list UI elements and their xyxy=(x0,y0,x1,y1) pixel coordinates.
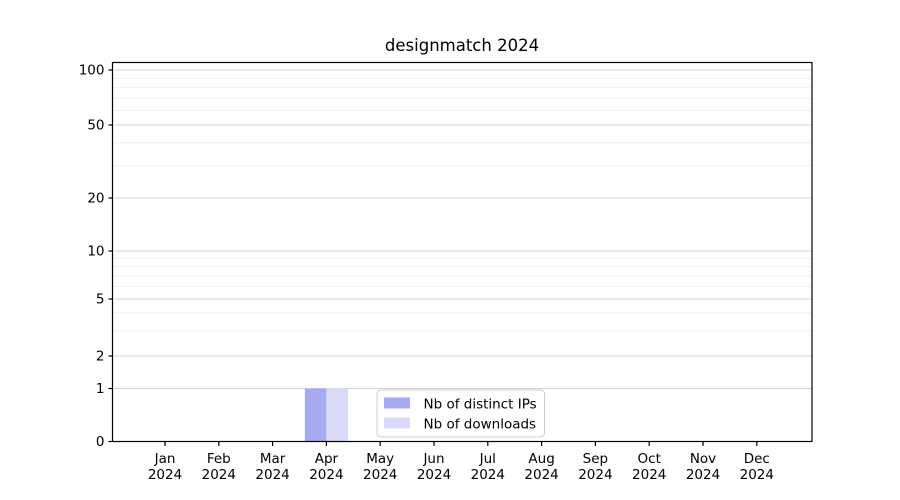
legend: Nb of distinct IPs Nb of downloads xyxy=(376,389,545,438)
x-axis-ticks: Jan2024Feb2024Mar2024Apr2024May2024Jun20… xyxy=(148,441,774,483)
x-tick-label-month-mar: Mar xyxy=(260,451,286,467)
x-tick-label-month-jul: Jul xyxy=(479,451,496,467)
y-axis-ticks: 0 1 2 5 10 20 50 100 xyxy=(79,63,113,450)
x-tick-label-year-jan: 2024 xyxy=(148,467,182,483)
bar-nb-of-distinct-ips-apr xyxy=(304,388,327,442)
x-tick-label-year-oct: 2024 xyxy=(632,467,666,483)
x-tick-label-month-may: May xyxy=(366,451,394,467)
x-tick-label-year-nov: 2024 xyxy=(686,467,720,483)
x-tick-label-year-mar: 2024 xyxy=(255,467,289,483)
y-tick-label-10: 10 xyxy=(87,244,104,260)
x-tick-label-month-nov: Nov xyxy=(690,451,716,467)
x-tick-label-month-aug: Aug xyxy=(528,451,554,467)
bar-nb-of-downloads-apr xyxy=(326,388,348,442)
major-gridlines xyxy=(112,69,812,389)
x-tick-label-month-apr: Apr xyxy=(315,451,339,467)
x-tick-label-month-dec: Dec xyxy=(744,451,770,467)
x-tick-label-year-feb: 2024 xyxy=(202,467,236,483)
chart-title: designmatch 2024 xyxy=(385,36,539,55)
y-tick-label-50: 50 xyxy=(87,118,104,134)
x-tick-label-month-oct: Oct xyxy=(638,451,661,467)
legend-swatch-nb-of-distinct-ips xyxy=(384,397,410,409)
y-tick-label-20: 20 xyxy=(87,191,104,207)
y-tick-label-5: 5 xyxy=(96,292,105,308)
plot-border xyxy=(111,61,813,443)
x-tick-label-month-jun: Jun xyxy=(422,451,444,467)
x-tick-label-year-apr: 2024 xyxy=(309,467,343,483)
bars-group xyxy=(304,388,348,442)
x-tick-label-year-jun: 2024 xyxy=(417,467,451,483)
y-tick-label-1: 1 xyxy=(96,381,105,397)
x-tick-label-year-jul: 2024 xyxy=(471,467,505,483)
y-tick-label-100: 100 xyxy=(79,63,105,79)
x-tick-label-month-sep: Sep xyxy=(583,451,608,467)
y-tick-label-0: 0 xyxy=(96,434,105,450)
x-tick-label-month-feb: Feb xyxy=(207,451,231,467)
legend-label-nb-of-downloads: Nb of downloads xyxy=(424,417,537,433)
legend-label-nb-of-distinct-ips: Nb of distinct IPs xyxy=(424,397,537,413)
x-tick-label-year-aug: 2024 xyxy=(524,467,558,483)
y-tick-label-2: 2 xyxy=(96,349,105,365)
legend-swatch-nb-of-downloads xyxy=(384,417,410,429)
x-tick-label-year-may: 2024 xyxy=(363,467,397,483)
x-tick-label-month-jan: Jan xyxy=(154,451,176,467)
legend-box xyxy=(376,389,545,438)
x-tick-label-year-sep: 2024 xyxy=(578,467,612,483)
x-tick-label-year-dec: 2024 xyxy=(740,467,774,483)
minor-gridlines xyxy=(112,77,812,332)
